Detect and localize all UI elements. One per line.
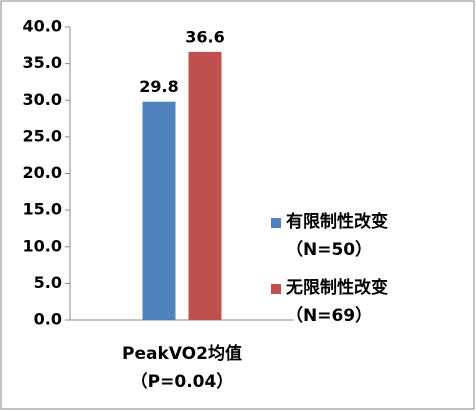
y-tick-label: 15.0 [23, 200, 62, 219]
legend-label: 无限制性改变（N=69） [286, 278, 388, 326]
data-label: 29.8 [139, 77, 178, 96]
bar [188, 51, 222, 320]
y-tick-label: 25.0 [23, 126, 62, 145]
legend-swatch [271, 284, 281, 294]
legend-label: 有限制性改变（N=50） [286, 212, 388, 260]
y-tick-label: 5.0 [34, 273, 62, 292]
y-tick-label: 20.0 [23, 163, 62, 182]
x-tick-label: PeakVO2均值（P=0.04） [122, 344, 242, 392]
y-tick-label: 30.0 [23, 90, 62, 109]
y-tick-label: 40.0 [23, 17, 62, 36]
legend-swatch [271, 218, 281, 228]
data-label: 36.6 [185, 27, 224, 46]
y-tick-label: 35.0 [23, 53, 62, 72]
y-tick-label: 10.0 [23, 236, 62, 255]
y-tick-label: 0.0 [34, 310, 62, 329]
bar [142, 101, 176, 320]
